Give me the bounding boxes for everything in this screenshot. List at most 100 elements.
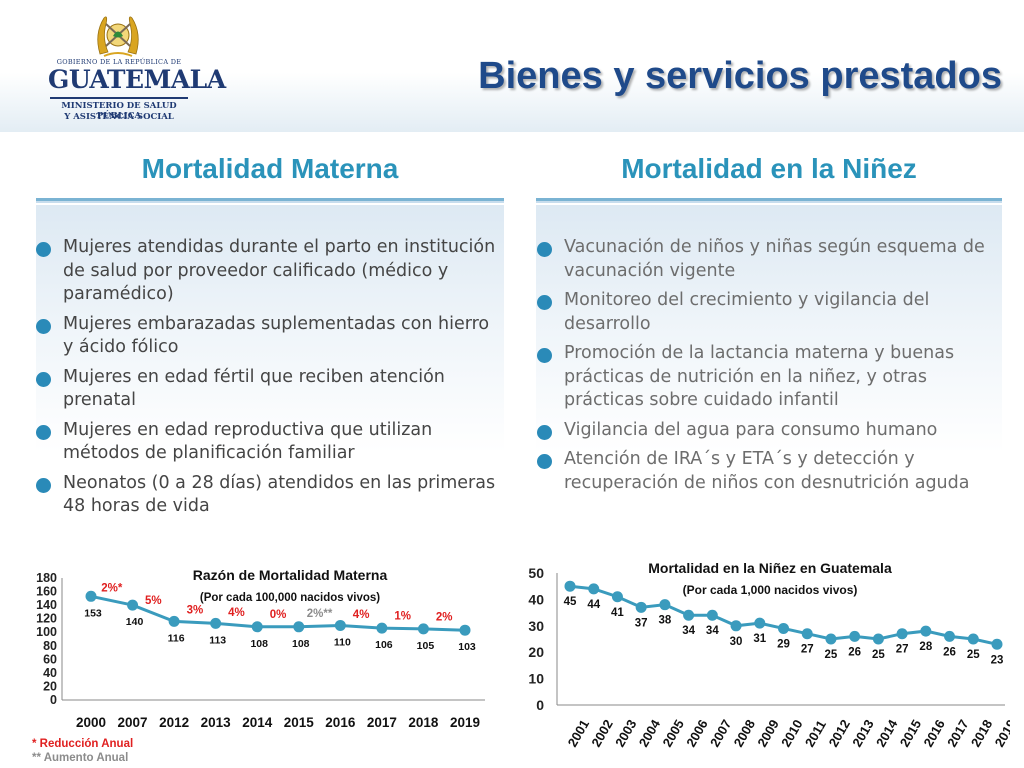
change-annotation: 2%** [307,608,333,620]
y-tick-label: 20 [528,644,544,660]
data-point [872,633,884,645]
bullet-dot-icon [537,295,552,310]
data-point [564,580,576,592]
child-mortality-chart: 0102030405020012002200320042005200620072… [528,560,1010,750]
list-item-text: Vacunación de niños y niñas según esquem… [564,237,985,281]
y-tick-label: 100 [36,625,57,639]
data-label: 28 [919,641,932,653]
data-point [944,630,956,642]
footnote-annual-increase: ** Aumento Anual [32,752,129,764]
x-tick-label: 2017 [944,717,971,750]
list-item-text: Mujeres embarazadas suplementadas con hi… [63,313,490,358]
right-panel-background [536,205,1002,535]
data-point [849,630,861,642]
data-point [127,599,139,611]
list-item-text: Mujeres en edad reproductiva que utiliza… [63,419,433,464]
data-point [635,601,647,613]
x-tick-label: 2018 [968,717,995,750]
y-tick-label: 140 [36,598,57,612]
list-item: Mujeres en edad fértil que reciben atenc… [36,366,496,413]
data-label: 106 [375,639,393,651]
series-line [90,594,466,632]
coat-of-arms-icon [97,16,139,57]
y-tick-label: 60 [43,652,57,666]
ministry-logo: GOBIERNO DE LA REPÚBLICA DE GUATEMALA MI… [48,8,226,122]
data-point [683,609,695,621]
data-point [659,599,671,611]
data-label: 103 [458,641,476,653]
data-point [706,609,718,621]
data-label: 41 [611,607,624,619]
y-tick-label: 180 [36,571,57,585]
data-label: 25 [967,649,980,661]
right-column-title: Mortalidad en la Niñez [621,153,917,184]
data-label: 26 [943,646,956,658]
list-item-text: Vigilancia del agua para consumo humano [564,419,938,440]
left-column-rule [36,198,504,203]
x-tick-label: 2002 [588,717,615,750]
page-title: Bienes y servicios prestados [478,55,1002,97]
x-tick-label: 2015 [284,715,315,730]
data-label: 110 [334,636,351,648]
x-tick-label: 2016 [325,715,356,730]
data-label: 153 [84,607,102,619]
bullet-dot-icon [537,348,552,363]
change-annotation: 2% [436,612,453,624]
data-point [896,628,908,640]
logo-government-text: GOBIERNO DE LA REPÚBLICA DE [56,58,182,66]
data-label: 27 [896,644,909,656]
left-column-title: Mortalidad Materna [141,153,399,184]
list-item-text: Monitoreo del crecimiento y vigilancia d… [564,290,930,334]
bullet-dot-icon [36,242,51,257]
data-label: 105 [417,640,435,652]
x-tick-label: 2000 [76,715,106,730]
left-bullet-list: Mujeres atendidas durante el parto en in… [36,236,496,525]
data-point [376,622,388,634]
list-item: Neonatos (0 a 28 días) atendidos en las … [36,472,496,519]
chart-subtitle: (Por cada 100,000 nacidos vivos) [200,592,380,604]
y-tick-label: 160 [36,585,57,599]
list-item: Atención de IRA´s y ETA´s y detección y … [537,448,1003,495]
data-label: 29 [777,638,790,650]
data-point [417,623,429,635]
x-tick-label: 2007 [118,715,148,730]
data-label: 140 [126,616,144,628]
chart-subtitle: (Por cada 1,000 nacidos vivos) [683,583,858,597]
x-tick-label: 2017 [367,715,397,730]
list-item: Mujeres embarazadas suplementadas con hi… [36,313,496,360]
data-point [778,622,789,634]
chart-title: Mortalidad en la Niñez en Guatemala [648,560,892,576]
data-label: 44 [587,599,600,611]
change-annotation: 4% [353,609,370,621]
right-bullet-list: Vacunación de niños y niñas según esquem… [537,236,1003,501]
change-annotation: 3% [187,604,204,616]
x-tick-label: 2013 [849,717,876,750]
data-label: 116 [168,632,185,644]
data-point [293,621,305,633]
data-label: 108 [292,638,310,650]
y-tick-label: 40 [43,666,57,680]
right-column-rule [536,198,1002,203]
footnote-annual-reduction: * Reducción Anual [32,738,134,750]
x-tick-label: 2012 [826,717,853,750]
x-tick-label: 2014 [873,716,901,749]
y-tick-label: 30 [528,618,544,634]
data-point [754,617,766,629]
data-point [920,625,932,637]
data-point [251,621,263,633]
x-tick-label: 2018 [408,715,439,730]
x-tick-label: 2014 [242,715,273,730]
x-tick-label: 2006 [683,717,710,750]
data-label: 34 [682,625,695,637]
list-item-text: Mujeres atendidas durante el parto en in… [63,237,496,304]
data-label: 25 [825,649,838,661]
x-tick-label: 2009 [754,717,781,750]
bullet-dot-icon [36,477,51,493]
change-annotation: 4% [228,607,245,619]
data-point [334,619,346,631]
list-item: Monitoreo del crecimiento y vigilancia d… [537,289,1003,336]
bullet-dot-icon [537,454,552,469]
x-tick-label: 2005 [659,717,686,750]
x-tick-label: 2019 [992,717,1010,750]
x-tick-label: 2004 [636,716,664,749]
